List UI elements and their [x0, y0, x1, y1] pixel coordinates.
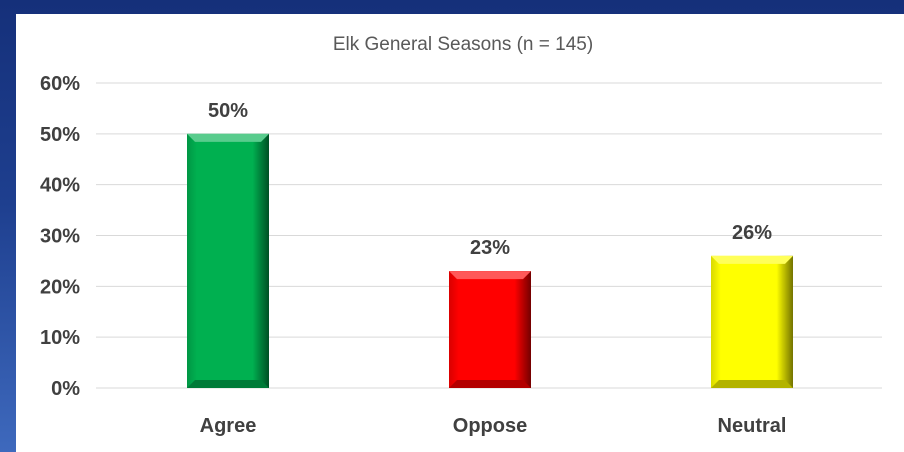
- bar-agree: [187, 133, 269, 388]
- data-label-oppose: 23%: [470, 237, 510, 259]
- y-tick-label: 0%: [51, 378, 80, 400]
- y-tick-label: 40%: [40, 175, 80, 197]
- data-label-agree: 50%: [208, 100, 248, 122]
- bar-chart: Elk General Seasons (n = 145) 0% 10% 20% 30…: [40, 34, 882, 437]
- x-tick-label-oppose: Oppose: [453, 415, 527, 437]
- y-tick-label: 50%: [40, 124, 80, 146]
- x-tick-label-agree: Agree: [200, 415, 257, 437]
- data-labels: 50% 23% 26%: [208, 100, 772, 259]
- y-tick-label: 20%: [40, 276, 80, 298]
- y-tick-label: 60%: [40, 73, 80, 95]
- chart-title: Elk General Seasons (n = 145): [333, 34, 593, 55]
- chart-panel: Elk General Seasons (n = 145) 0% 10% 20% 30…: [16, 14, 904, 452]
- y-tick-label: 30%: [40, 226, 80, 248]
- x-tick-label-neutral: Neutral: [718, 415, 787, 437]
- bar-neutral: [711, 255, 793, 388]
- bars: [187, 133, 793, 388]
- y-tick-label: 10%: [40, 327, 80, 349]
- y-axis: 0% 10% 20% 30% 40% 50% 60%: [40, 73, 80, 400]
- data-label-neutral: 26%: [732, 222, 772, 244]
- bar-oppose: [449, 271, 531, 388]
- x-axis: Agree Oppose Neutral: [200, 415, 787, 437]
